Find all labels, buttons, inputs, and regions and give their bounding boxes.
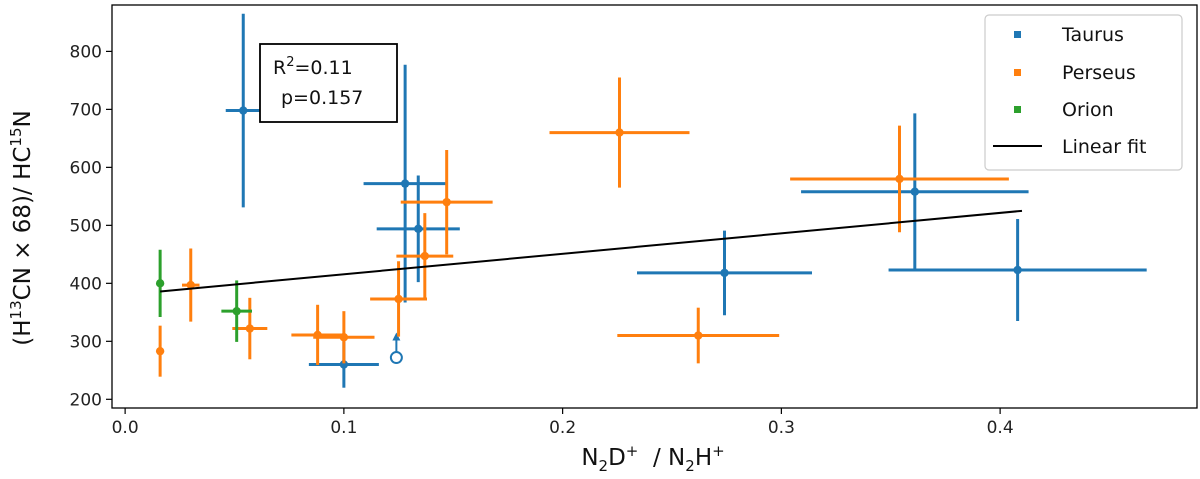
y-tick-label: 400 bbox=[70, 274, 102, 294]
x-axis-label: N2D+ / N2H+ bbox=[581, 442, 724, 475]
legend-label-linear-fit: Linear fit bbox=[1062, 136, 1147, 158]
x-tick-label: 0.4 bbox=[987, 418, 1014, 438]
lower-limit-arrowhead bbox=[392, 332, 401, 341]
axis-ticks: 0.0 0.1 0.2 0.3 0.4 200 300 400 500 600 700 800 bbox=[70, 42, 1014, 438]
data-point bbox=[245, 324, 255, 333]
data-point bbox=[400, 179, 410, 188]
legend-marker-perseus bbox=[1014, 69, 1021, 76]
data-point bbox=[155, 346, 165, 356]
legend-marker-orion bbox=[1014, 106, 1021, 113]
legend-box bbox=[984, 14, 1183, 171]
data-point bbox=[339, 360, 349, 369]
data-point bbox=[232, 306, 241, 316]
y-axis-label: (H13CN × 68)/ HC15N bbox=[7, 110, 36, 346]
data-point bbox=[442, 197, 451, 207]
data-point bbox=[155, 279, 165, 288]
y-tick-label: 600 bbox=[70, 158, 102, 178]
annotation-box bbox=[259, 43, 398, 123]
y-tick-label: 800 bbox=[70, 42, 102, 62]
series-perseus bbox=[155, 77, 1009, 377]
linear-fit-line bbox=[160, 209, 1023, 293]
data-point bbox=[895, 174, 904, 184]
data-point bbox=[720, 268, 729, 278]
data-point bbox=[239, 106, 248, 115]
series-orion bbox=[155, 249, 252, 342]
lower-limit-point bbox=[389, 351, 403, 365]
legend-label-taurus: Taurus bbox=[1061, 24, 1124, 46]
data-point bbox=[420, 251, 430, 261]
data-point bbox=[186, 280, 195, 290]
y-tick-label: 200 bbox=[70, 390, 102, 410]
data-point bbox=[394, 294, 403, 304]
fit-stats-annotation: R2=0.11 p=0.157 bbox=[259, 43, 398, 123]
x-tick-label: 0.3 bbox=[768, 418, 795, 438]
r-squared-text: R2=0.11 bbox=[273, 55, 353, 79]
data-point bbox=[339, 333, 349, 342]
legend-label-perseus: Perseus bbox=[1062, 62, 1136, 84]
data-point bbox=[414, 224, 423, 234]
legend-label-orion: Orion bbox=[1062, 99, 1114, 121]
data-point bbox=[910, 187, 920, 196]
y-tick-label: 700 bbox=[70, 100, 102, 120]
data-point bbox=[615, 128, 624, 137]
data-point bbox=[694, 331, 703, 340]
legend: Taurus Perseus Orion Linear fit bbox=[984, 14, 1183, 171]
p-value-text: p=0.157 bbox=[281, 87, 363, 109]
x-tick-label: 0.2 bbox=[549, 418, 576, 438]
data-point bbox=[1013, 265, 1022, 275]
x-tick-label: 0.0 bbox=[112, 418, 139, 438]
plot-area bbox=[155, 13, 1147, 388]
y-tick-label: 300 bbox=[70, 332, 102, 352]
axes-frame bbox=[111, 4, 1198, 409]
y-tick-label: 500 bbox=[70, 216, 102, 236]
legend-marker-taurus bbox=[1014, 31, 1021, 38]
x-tick-label: 0.1 bbox=[330, 418, 357, 438]
